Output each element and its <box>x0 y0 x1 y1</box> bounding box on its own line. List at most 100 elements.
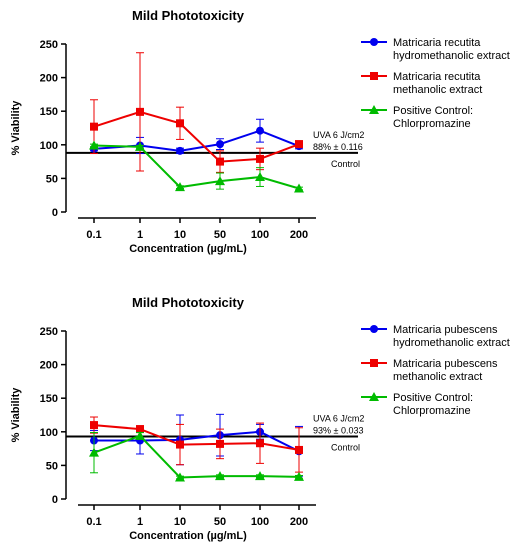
x-tick-label: 1 <box>137 516 143 528</box>
chart-title: Mild Phototoxicity <box>132 8 245 23</box>
y-tick-label: 100 <box>40 427 58 439</box>
x-tick-label: 100 <box>251 229 269 241</box>
data-point <box>255 471 265 481</box>
series-line <box>93 110 300 163</box>
series-line <box>93 434 300 479</box>
chart-1: Mild Phototoxicity 0 50 100 150 200 250 0.1 1 10 5… <box>10 8 510 255</box>
legend-entry-3: Positive Control:Chlorpromazine <box>361 105 473 130</box>
legend-entry-3: Positive Control:Chlorpromazine <box>361 392 473 417</box>
x-tick-label: 10 <box>174 516 186 528</box>
data-point <box>215 176 225 186</box>
series-line <box>93 144 300 190</box>
reference-label-line1: UVA 6 J/cm2 <box>313 130 364 140</box>
data-point <box>176 440 184 449</box>
reference-below-label: Control <box>331 159 360 169</box>
y-tick-label: 250 <box>40 39 58 51</box>
reference-label-line2: 88% ± 0.116 <box>313 142 363 152</box>
legend-label-line2: hydromethanolic extract <box>393 337 510 349</box>
series-line <box>93 129 300 152</box>
y-tick-label: 50 <box>46 460 58 472</box>
data-point <box>135 141 145 151</box>
legend-label-line1: Matricaria recutita <box>393 71 481 83</box>
y-axis-label: % Viability <box>10 100 22 156</box>
y-axis-label: % Viability <box>10 387 22 443</box>
data-point <box>176 146 184 155</box>
legend-marker <box>370 325 378 333</box>
data-point <box>89 140 99 150</box>
data-point <box>90 421 98 430</box>
data-point <box>294 471 304 481</box>
x-tick-label: 200 <box>290 229 308 241</box>
reference-label-line2: 93% ± 0.033 <box>313 426 363 436</box>
data-point <box>216 439 224 448</box>
series-1 <box>90 118 303 155</box>
data-point <box>136 107 144 116</box>
reference-below-label: Control <box>331 443 360 453</box>
data-point <box>215 471 225 481</box>
x-tick-label: 10 <box>174 229 186 241</box>
x-tick-label: 100 <box>251 516 269 528</box>
series-2 <box>90 416 303 473</box>
legend-marker <box>370 72 378 80</box>
data-point <box>135 430 145 440</box>
y-tick-label: 100 <box>40 140 58 152</box>
x-tick-label: 200 <box>290 516 308 528</box>
y-tick-label: 250 <box>40 326 58 338</box>
data-point <box>176 119 184 128</box>
data-point <box>255 172 265 182</box>
legend-label-line1: Matricaria pubescens <box>393 324 498 336</box>
series-line <box>94 430 300 453</box>
x-tick-label: 50 <box>214 229 226 241</box>
legend-marker <box>370 38 378 46</box>
y-tick-label: 0 <box>52 207 58 219</box>
legend-label-line1: Matricaria pubescens <box>393 358 498 370</box>
x-axis-label: Concentration (µg/mL) <box>129 243 247 255</box>
series-3 <box>89 140 304 193</box>
data-point <box>294 183 304 193</box>
legend-label-line2: Chlorpromazine <box>393 118 471 130</box>
y-tick-label: 150 <box>40 393 58 405</box>
x-tick-label: 50 <box>214 516 226 528</box>
data-point <box>216 157 224 166</box>
legend-label-line2: methanolic extract <box>393 371 482 383</box>
data-point <box>175 182 185 192</box>
legend-marker <box>369 105 379 114</box>
data-point <box>256 154 264 163</box>
legend-marker <box>369 392 379 401</box>
x-tick-label: 1 <box>137 229 143 241</box>
x-tick-label: 0.1 <box>86 229 101 241</box>
data-point <box>295 445 303 454</box>
chart-title: Mild Phototoxicity <box>132 295 245 310</box>
series-2 <box>90 52 303 173</box>
data-point <box>175 472 185 482</box>
y-tick-label: 150 <box>40 106 58 118</box>
data-point <box>295 140 303 149</box>
legend-label-line2: Chlorpromazine <box>393 405 471 417</box>
legend-label-line1: Positive Control: <box>393 105 473 117</box>
legend-label-line2: hydromethanolic extract <box>393 50 510 62</box>
series-3 <box>89 430 304 482</box>
series-line <box>93 424 300 451</box>
x-axis-label: Concentration (µg/mL) <box>129 530 247 542</box>
reference-label-line1: UVA 6 J/cm2 <box>313 414 364 424</box>
y-tick-label: 200 <box>40 73 58 85</box>
y-tick-label: 0 <box>52 494 58 506</box>
y-tick-label: 50 <box>46 173 58 185</box>
legend-marker <box>370 359 378 367</box>
legend-label-line1: Matricaria recutita <box>393 37 481 49</box>
data-point <box>256 126 264 135</box>
data-point <box>90 122 98 131</box>
data-point <box>136 425 144 434</box>
legend-label-line2: methanolic extract <box>393 84 482 96</box>
data-point <box>216 140 224 149</box>
data-point <box>89 447 99 457</box>
x-tick-label: 0.1 <box>86 516 101 528</box>
y-tick-label: 200 <box>40 360 58 372</box>
data-point <box>256 439 264 448</box>
chart-2: Mild Phototoxicity 0 50 100 150 200 250 0.1 1 10 5… <box>10 295 510 542</box>
